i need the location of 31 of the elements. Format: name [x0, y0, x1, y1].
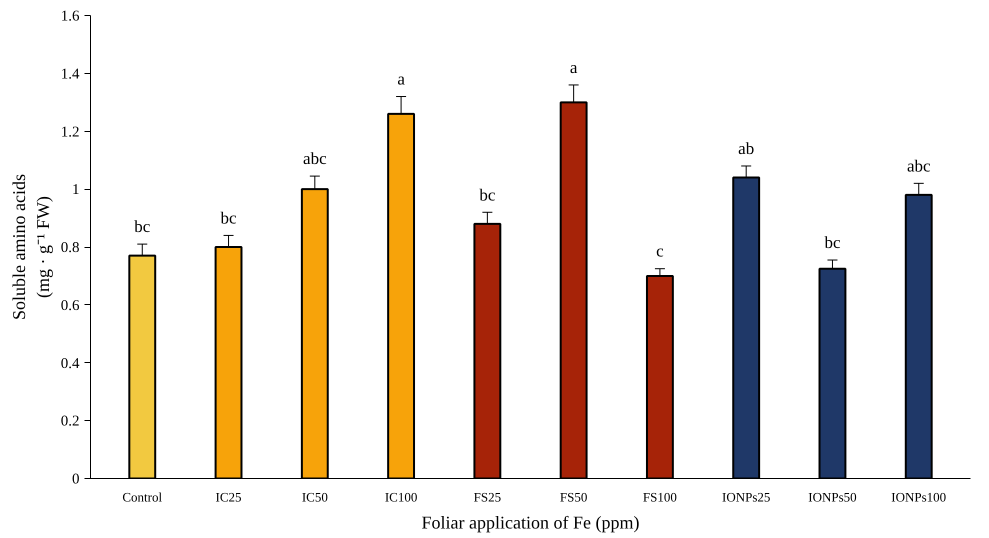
x-tick-label: FS100 — [642, 490, 677, 504]
x-tick-label: IC100 — [384, 490, 418, 504]
y-tick-label: 1 — [72, 182, 80, 198]
x-tick-label: IC25 — [216, 490, 242, 504]
y-tick-label: 1.4 — [60, 66, 80, 82]
y-tick-label: 1.6 — [60, 8, 80, 24]
annotation: bc — [824, 233, 841, 252]
annotation: c — [656, 242, 664, 261]
y-tick-label: 1.2 — [60, 124, 80, 140]
annotation: bc — [220, 208, 238, 228]
annotation: a — [570, 58, 578, 77]
annotation: abc — [906, 156, 931, 176]
x-axis-title: Foliar application of Fe (ppm) — [422, 512, 640, 532]
annotation: a — [397, 70, 406, 89]
annotation: abc — [303, 149, 328, 168]
x-tick-label: IONPs100 — [891, 490, 946, 504]
y-tick-label: 0 — [72, 472, 80, 488]
y-axis-title: Soluble amino acids (mg · g⁻¹ FW) — [8, 174, 53, 320]
x-tick-label: FS25 — [474, 490, 502, 504]
annotation: bc — [134, 217, 151, 236]
y-tick-label: 0.6 — [60, 298, 80, 314]
annotation: bc — [479, 185, 496, 204]
annotation: ab — [738, 138, 754, 158]
x-tick-label: FS50 — [560, 490, 588, 504]
y-tick-label: 0.4 — [60, 356, 80, 372]
x-tick-label: IONPs25 — [722, 490, 770, 504]
y-tick-label: 0.8 — [60, 240, 80, 256]
x-tick-label: Control — [122, 490, 163, 504]
y-tick-label: 0.2 — [60, 414, 80, 430]
x-tick-label: IONPs50 — [808, 490, 857, 504]
x-tick-label: IC50 — [302, 490, 328, 504]
